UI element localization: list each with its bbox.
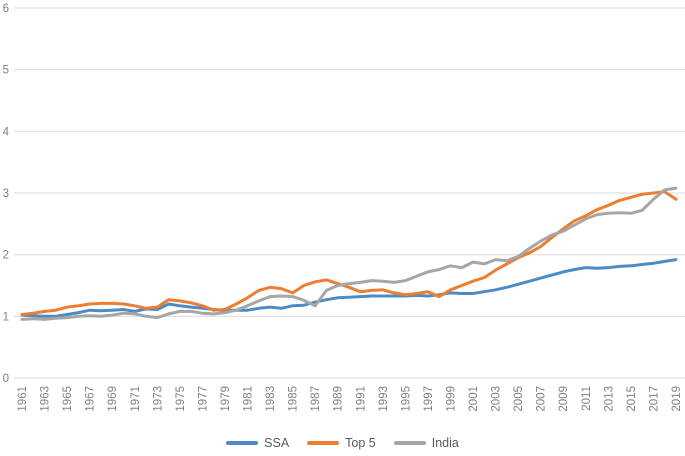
- x-axis-tick-label: 1991: [355, 386, 367, 412]
- x-axis-tick-label: 2017: [649, 386, 661, 412]
- x-axis-tick-label: 2015: [626, 386, 638, 412]
- x-axis-tick-label: 1975: [175, 386, 187, 412]
- x-axis-tick-label: 1993: [378, 386, 390, 412]
- x-axis-tick-label: 2009: [558, 386, 570, 412]
- x-axis-tick-label: 1977: [197, 386, 209, 412]
- y-axis-tick-label: 0: [3, 373, 9, 385]
- x-axis-tick-label: 1969: [107, 386, 119, 412]
- x-axis-tick-label: 2001: [468, 386, 480, 412]
- ssa-line-swatch-icon: [226, 441, 259, 445]
- x-axis-tick-label: 1963: [40, 386, 52, 412]
- legend-item-india: India: [393, 436, 459, 450]
- y-axis-tick-label: 1: [3, 311, 9, 323]
- x-axis-tick-label: 1987: [310, 386, 322, 412]
- plot-area: 0 1 2 3 4 5 6 1961 1963 1965 1967 1969 1971 1973 1975 1…: [3, 3, 685, 412]
- series-line-top-5: [20, 190, 678, 316]
- india-line-swatch-icon: [393, 441, 426, 445]
- x-axis-tick-label: 1973: [152, 386, 164, 412]
- y-axis-tick-label: 2: [3, 250, 9, 262]
- x-axis-tick-label: 1999: [446, 386, 458, 412]
- legend-item-top5: Top 5: [307, 436, 376, 450]
- x-axis-tick-label: 2013: [603, 386, 615, 412]
- y-axis-tick-label: 4: [3, 126, 10, 138]
- series-line-india: [20, 186, 678, 321]
- x-axis-tick-label: 1971: [130, 386, 142, 412]
- legend-label-india: India: [431, 436, 459, 450]
- x-axis-tick-label: 1985: [288, 386, 300, 412]
- x-axis-tick-label: 1981: [243, 386, 255, 412]
- x-axis-tick-label: 1983: [265, 386, 277, 412]
- legend-item-ssa: SSA: [226, 436, 289, 450]
- x-axis-tick-label: 2019: [671, 386, 683, 412]
- series-line-ssa: [20, 258, 678, 318]
- x-axis-tick-label: 2005: [513, 386, 525, 412]
- x-axis-tick-label: 2003: [491, 386, 503, 412]
- x-axis-tick-label: 2011: [581, 386, 593, 411]
- legend-label-top5: Top 5: [345, 436, 376, 450]
- top5-line-swatch-icon: [307, 441, 340, 445]
- x-axis-tick-label: 1961: [17, 386, 29, 412]
- legend-label-ssa: SSA: [264, 436, 290, 450]
- y-axis-tick-label: 5: [3, 65, 9, 77]
- legend: SSA Top 5 India: [0, 436, 685, 450]
- x-axis-tick-label: 1979: [220, 386, 232, 412]
- x-axis-tick-label: 1965: [62, 386, 74, 412]
- x-axis-tick-label: 1967: [85, 386, 97, 412]
- x-axis-tick-label: 1989: [333, 386, 345, 412]
- x-axis-tick-label: 2007: [536, 386, 548, 412]
- x-axis-tick-label: 1997: [423, 386, 435, 412]
- x-axis-tick-label: 1995: [400, 386, 412, 412]
- y-axis-tick-label: 6: [3, 3, 9, 15]
- y-axis-tick-label: 3: [3, 188, 9, 200]
